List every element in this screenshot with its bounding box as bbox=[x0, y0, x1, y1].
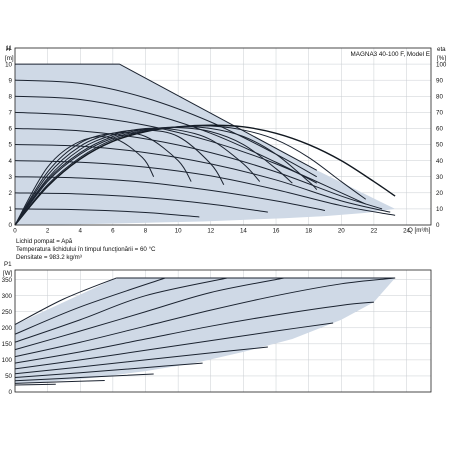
top-x-tick-label: 12 bbox=[207, 228, 214, 235]
top-y2-tick-label: 80 bbox=[436, 93, 443, 100]
top-y2-axis-label: eta bbox=[437, 46, 446, 53]
bottom-y-tick-label: 50 bbox=[5, 373, 12, 380]
top-y2-axis-unit: [%] bbox=[437, 55, 446, 62]
power-curve-7 bbox=[14, 322, 334, 370]
efficiency-curve-4 bbox=[14, 127, 293, 226]
bottom-y-tick-label: 100 bbox=[2, 357, 13, 364]
top-y-tick-label: 2 bbox=[9, 190, 13, 197]
power-curve-12 bbox=[14, 383, 56, 386]
top-y-tick-label: 1 bbox=[9, 206, 13, 213]
top-y-tick-label: 3 bbox=[9, 174, 13, 181]
top-x-tick-label: 6 bbox=[111, 228, 115, 235]
top-x-tick-label: 16 bbox=[273, 228, 280, 235]
head-envelope-line bbox=[15, 63, 318, 171]
top-chart-frame bbox=[14, 47, 432, 226]
efficiency-curve-5 bbox=[14, 127, 261, 226]
head-curve-8 bbox=[14, 192, 268, 213]
info-fluid: Lichid pompat = Apă bbox=[16, 238, 73, 245]
top-y2-tick-label: 70 bbox=[436, 110, 443, 117]
efficiency-curve-1 bbox=[14, 124, 396, 226]
top-x-tick-label: 8 bbox=[144, 228, 148, 235]
top-y2-tick-label: 20 bbox=[436, 190, 443, 197]
power-curve-9 bbox=[14, 362, 203, 379]
power-curve-1 bbox=[14, 277, 117, 326]
efficiency-curve-3 bbox=[14, 126, 318, 226]
bottom-y-tick-label: 250 bbox=[2, 309, 13, 316]
efficiency-curve-7 bbox=[14, 132, 192, 226]
efficiency-curve-2 bbox=[14, 125, 367, 226]
top-y2-tick-label: 60 bbox=[436, 126, 443, 133]
top-y2-tick-label: 0 bbox=[436, 222, 440, 229]
top-y-tick-label: 6 bbox=[9, 126, 13, 133]
bottom-y-tick-label: 200 bbox=[2, 325, 13, 332]
top-y-axis-label: H bbox=[6, 46, 10, 53]
top-x-tick-label: 4 bbox=[79, 228, 83, 235]
bottom-y-axis-unit: [W] bbox=[3, 270, 13, 277]
top-y-tick-label: 4 bbox=[9, 158, 13, 165]
bottom-chart-curves bbox=[14, 277, 396, 386]
chart-title: MAGNA3 40-100 F, Model E bbox=[351, 51, 430, 58]
top-x-tick-label: 2 bbox=[46, 228, 50, 235]
power-curve-10 bbox=[14, 373, 154, 382]
top-x-tick-label: 18 bbox=[305, 228, 312, 235]
head-curve-9 bbox=[14, 208, 200, 218]
efficiency-curve-6 bbox=[14, 129, 225, 226]
top-y2-tick-label: 30 bbox=[436, 174, 443, 181]
top-y2-tick-label: 10 bbox=[436, 206, 443, 213]
power-curve-2 bbox=[14, 277, 166, 335]
top-chart-y-ticks: 0 1 2 3 4 5 6 7 8 9 10 11 bbox=[5, 45, 12, 229]
top-y-tick-label: 5 bbox=[9, 142, 13, 149]
power-curve-6 bbox=[14, 301, 374, 364]
top-x-tick-label: 10 bbox=[175, 228, 182, 235]
top-y-tick-label: 11 bbox=[6, 45, 13, 52]
top-x-tick-label: 14 bbox=[240, 228, 247, 235]
power-curve-8 bbox=[14, 346, 268, 375]
head-curve-6 bbox=[14, 160, 396, 216]
bottom-chart-frame bbox=[14, 269, 432, 393]
bottom-y-tick-label: 300 bbox=[2, 293, 13, 300]
top-x-tick-label: 0 bbox=[13, 228, 17, 235]
top-x-axis-label: Q [m³/h] bbox=[408, 227, 431, 234]
top-y-tick-label: 7 bbox=[9, 110, 13, 117]
top-y-axis-unit: [m] bbox=[5, 55, 14, 62]
bottom-y-axis-label: P1 bbox=[4, 261, 12, 268]
bottom-chart-y-ticks: 0 50 100 150 200 250 300 350 bbox=[2, 277, 13, 396]
top-chart-y2-ticks: 0 10 20 30 40 50 60 70 80 90 100 bbox=[436, 61, 447, 229]
top-y-tick-label: 8 bbox=[9, 93, 13, 100]
efficiency-curve-8 bbox=[14, 136, 155, 226]
top-y2-tick-label: 40 bbox=[436, 158, 443, 165]
top-chart-x-ticks: 0 2 4 6 8 10 12 14 16 18 20 22 24 bbox=[13, 228, 410, 235]
head-curve-3 bbox=[14, 111, 366, 205]
power-curve-4 bbox=[14, 277, 285, 351]
top-x-tick-label: 20 bbox=[338, 228, 345, 235]
top-y2-tick-label: 100 bbox=[436, 61, 447, 68]
power-curve-11 bbox=[14, 379, 105, 384]
bottom-y-tick-label: 350 bbox=[2, 277, 13, 284]
power-curve-5 bbox=[14, 277, 396, 358]
head-curve-4 bbox=[14, 127, 383, 210]
info-density: Densitate = 983.2 kg/m³ bbox=[16, 254, 82, 261]
bottom-chart-operating-region bbox=[15, 278, 396, 384]
top-x-tick-label: 24 bbox=[403, 228, 410, 235]
top-chart-curves bbox=[14, 63, 396, 226]
bottom-operating-area bbox=[15, 278, 396, 384]
head-curve-7 bbox=[14, 176, 326, 212]
info-temperature: Temperatura lichidului în timpul funcţio… bbox=[16, 246, 156, 253]
top-y-tick-label: 9 bbox=[9, 77, 13, 84]
bottom-y-tick-label: 0 bbox=[9, 389, 13, 396]
bottom-y-tick-label: 150 bbox=[2, 341, 13, 348]
top-y-tick-label: 10 bbox=[5, 61, 12, 68]
top-x-tick-label: 22 bbox=[370, 228, 377, 235]
top-y2-tick-label: 90 bbox=[436, 77, 443, 84]
power-curve-3 bbox=[14, 277, 228, 343]
top-y-tick-label: 0 bbox=[9, 222, 13, 229]
top-y2-tick-label: 50 bbox=[436, 142, 443, 149]
head-curve-2 bbox=[14, 95, 318, 184]
